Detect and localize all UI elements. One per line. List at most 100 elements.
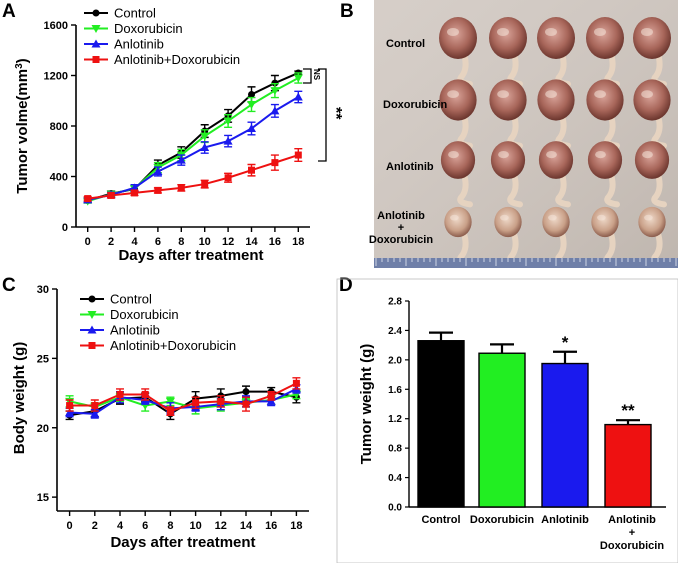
series-line: [87, 77, 299, 203]
series-line: [87, 154, 299, 200]
y-tick-label: 0.4: [388, 473, 402, 484]
y-tick-label: 20: [37, 423, 49, 435]
tumor-highlight: [450, 214, 459, 221]
y-tick-label: 400: [50, 172, 68, 184]
data-point: [248, 90, 255, 98]
tumor-highlight: [594, 28, 606, 36]
data-point: [153, 166, 163, 175]
tumor-mass: [638, 206, 666, 238]
tumor-highlight: [597, 214, 606, 221]
row-label-control: Control: [386, 38, 425, 50]
legend-item-anlotinib-doxorubicin: Anlotinib+Doxorubicin: [84, 52, 240, 67]
data-point: [242, 388, 250, 396]
legend-marker: [92, 56, 100, 63]
tumor-highlight: [594, 90, 606, 99]
panel-letter-c: C: [2, 275, 16, 296]
tumor-highlight: [497, 90, 509, 99]
tumor-highlight: [498, 151, 509, 159]
tumor-mass: [537, 79, 575, 121]
x-tick-label: 6: [142, 520, 148, 532]
legend-item-doxorubicin: Doxorubicin: [84, 21, 183, 36]
tumor-mass: [634, 141, 670, 179]
data-point: [200, 132, 210, 141]
bar-control: [417, 331, 465, 508]
tumor-mass: [633, 17, 671, 59]
x-tick-label: 10: [189, 520, 201, 532]
tumor-specimen: [538, 141, 574, 208]
legend-item-anlotinib: Anlotinib: [84, 37, 164, 52]
tissue-stalk: [507, 171, 523, 208]
double-star-label: **: [327, 107, 344, 120]
tumor-mass: [633, 79, 671, 121]
tumor-specimen: [587, 141, 623, 208]
y-tick-label: 15: [37, 492, 49, 504]
y-tick-label: 25: [37, 353, 49, 365]
legend-item-doxorubicin: Doxorubicin: [80, 307, 179, 322]
category-label: Control: [421, 514, 460, 526]
bar-doxorubicin: [478, 343, 526, 508]
tumor-highlight: [548, 214, 557, 221]
x-tick-label: 14: [245, 236, 258, 248]
ns-label: NS: [312, 69, 321, 81]
tumor-mass: [439, 79, 477, 121]
category-label: Doxorubicin: [470, 514, 534, 526]
data-point: [293, 74, 303, 83]
series-line: [69, 382, 297, 413]
x-tick-label: 0: [67, 520, 73, 532]
data-point: [201, 180, 209, 188]
data-point: [130, 183, 139, 192]
data-point: [141, 390, 149, 398]
tumor-mass: [440, 141, 476, 179]
tissue-stalk: [651, 171, 667, 208]
tumor-highlight: [447, 28, 459, 36]
series-anlotinib: [83, 90, 303, 204]
y-tick-label: 0.8: [388, 444, 402, 455]
data-point: [154, 186, 162, 194]
data-point: [270, 106, 280, 115]
row-label-doxorubicin: Doxorubicin: [383, 99, 447, 111]
panel-letter-d: D: [339, 275, 353, 296]
tumor-mass: [542, 206, 570, 238]
category-label: Anlotinib: [608, 514, 656, 526]
y-tick-label: 30: [37, 284, 49, 296]
data-point: [223, 117, 233, 126]
tumor-highlight: [644, 214, 653, 221]
tumor-highlight: [642, 151, 653, 159]
data-point: [292, 379, 300, 387]
legend-marker: [91, 25, 101, 33]
y-tick-label: 1.6: [388, 385, 402, 396]
x-tick-label: 16: [265, 520, 277, 532]
data-point: [248, 166, 255, 174]
tumor-mass: [444, 206, 472, 238]
tumor-highlight: [546, 151, 557, 159]
legend-item-control: Control: [80, 292, 152, 307]
tissue-stalk: [457, 171, 473, 208]
legend-label: Anlotinib: [110, 323, 160, 338]
tumor-highlight: [497, 28, 509, 36]
x-tick-label: 10: [199, 236, 211, 248]
tumor-mass: [489, 17, 527, 59]
tumor-mass: [591, 206, 619, 238]
legend-marker: [88, 295, 96, 303]
category-label: Doxorubicin: [600, 540, 664, 552]
data-point: [177, 184, 185, 192]
bar: [604, 423, 652, 508]
tumor-highlight: [545, 90, 557, 99]
tumor-highlight: [447, 90, 459, 99]
legend-marker: [87, 325, 97, 334]
series-anlotinib: [65, 384, 301, 419]
legend-label: Anlotinib+Doxorubicin: [114, 52, 240, 67]
x-tick-label: 14: [240, 520, 253, 532]
data-point: [176, 155, 186, 164]
y-tick-label: 0: [62, 222, 68, 234]
y-tick-label: 0.0: [388, 503, 402, 514]
data-point: [131, 189, 138, 197]
tissue-stalk: [604, 171, 620, 208]
data-point: [242, 400, 250, 408]
data-point: [166, 407, 174, 415]
significance-label: **: [621, 401, 635, 420]
bar-anlotinib: *: [541, 333, 589, 508]
x-tick-label: 18: [290, 520, 302, 532]
data-point: [65, 407, 75, 416]
